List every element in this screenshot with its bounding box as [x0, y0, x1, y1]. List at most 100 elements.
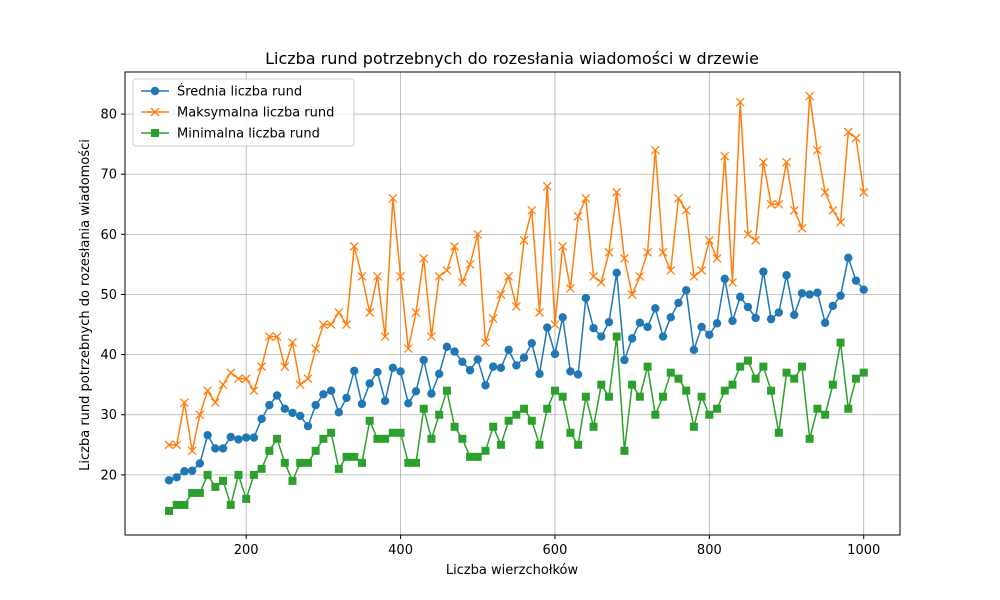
data-point-min: [743, 356, 752, 365]
data-point-min: [311, 446, 320, 455]
data-point-max: [589, 271, 599, 281]
data-point-max: [226, 368, 236, 378]
data-point-mean: [296, 411, 305, 421]
data-point-min: [589, 422, 598, 431]
data-point-min: [736, 362, 745, 371]
data-point-max: [295, 380, 305, 390]
x-tick-label: 1000: [847, 543, 880, 558]
data-point-min: [303, 458, 312, 467]
data-point-min: [728, 380, 737, 389]
data-point-max: [851, 133, 861, 143]
data-point-min: [813, 404, 822, 413]
data-point-min: [859, 368, 868, 377]
data-point-min: [666, 368, 675, 377]
data-point-max: [326, 320, 336, 330]
data-point-min: [697, 392, 706, 401]
data-point-max: [442, 265, 452, 275]
data-point-min: [381, 434, 390, 443]
data-point-max: [496, 290, 506, 299]
data-point-min: [844, 404, 853, 413]
data-point-max: [596, 277, 606, 287]
data-point-mean: [226, 432, 235, 442]
data-point-mean: [550, 349, 560, 359]
data-point-max: [303, 374, 313, 384]
data-point-min: [751, 374, 760, 383]
x-axis: 200 400 600 800 1000: [234, 535, 880, 558]
y-tick-label: 30: [100, 408, 117, 423]
y-axis: 20 30 40 50 60 70 80: [100, 108, 125, 483]
data-point-mean: [689, 345, 699, 354]
data-point-max: [403, 344, 413, 354]
data-point-min: [604, 392, 613, 401]
data-point-mean: [604, 317, 614, 327]
data-point-max: [782, 157, 791, 167]
data-point-mean: [187, 466, 197, 475]
data-point-max: [542, 181, 552, 191]
legend-label: Minimalna liczba rund: [177, 127, 320, 142]
data-point-min: [466, 452, 475, 461]
data-point-max: [573, 211, 583, 221]
data-point-max: [843, 127, 853, 137]
data-point-mean: [373, 367, 382, 377]
data-point-max: [172, 440, 182, 450]
data-point-mean: [712, 319, 722, 328]
data-point-max: [735, 97, 745, 107]
data-point-min: [334, 464, 343, 473]
data-point-max: [450, 241, 460, 251]
data-point-min: [612, 332, 621, 341]
data-point-max: [697, 265, 707, 275]
grid: [125, 72, 900, 535]
data-point-mean: [720, 274, 729, 284]
data-point-mean: [782, 271, 791, 280]
chart-title: Liczba rund potrzebnych do rozesłania wi…: [265, 49, 759, 68]
data-point-min: [790, 374, 799, 383]
legend-label: Maksymalna liczba rund: [177, 106, 334, 121]
data-point-min: [512, 410, 521, 419]
data-point-min: [319, 434, 328, 443]
data-point-min: [705, 410, 714, 419]
data-point-min: [635, 392, 644, 401]
data-point-mean: [558, 313, 567, 322]
data-point-max: [465, 259, 475, 269]
data-point-min: [689, 422, 698, 431]
data-point-mean: [404, 399, 413, 408]
data-point-mean: [828, 301, 838, 311]
data-point-min: [550, 386, 559, 395]
data-point-mean: [241, 433, 251, 442]
plot-frame: [124, 71, 901, 536]
data-point-max: [805, 91, 815, 101]
data-point-min: [296, 458, 305, 467]
legend-item-min: Minimalna liczba rund: [141, 127, 320, 142]
data-point-max: [481, 338, 490, 348]
data-point-mean: [790, 310, 799, 320]
data-point-mean: [836, 291, 845, 300]
data-point-mean: [527, 338, 536, 348]
data-point-max: [388, 193, 398, 203]
data-point-min: [172, 500, 181, 509]
data-point-min: [219, 476, 228, 485]
data-point-max: [558, 241, 568, 251]
data-point-min: [365, 416, 374, 425]
data-point-max: [828, 205, 838, 215]
data-point-max: [720, 151, 730, 161]
data-point-mean: [666, 313, 675, 322]
data-point-min: [242, 494, 251, 503]
data-point-max: [419, 253, 429, 263]
data-point-mean: [288, 408, 297, 418]
data-point-mean: [573, 370, 583, 379]
data-point-max: [650, 145, 660, 155]
data-point-max: [704, 235, 714, 245]
data-point-max: [527, 205, 537, 215]
data-point-mean: [203, 430, 212, 440]
data-point-max: [751, 235, 761, 245]
data-point-mean: [581, 293, 591, 303]
data-point-min: [782, 368, 791, 377]
data-point-mean: [635, 318, 645, 327]
data-point-min: [396, 428, 405, 437]
data-point-min: [203, 470, 212, 479]
data-point-min: [520, 404, 529, 413]
data-point-min: [442, 386, 451, 395]
data-point-max: [380, 332, 390, 342]
data-point-mean: [249, 433, 259, 442]
data-point-min: [836, 338, 845, 347]
